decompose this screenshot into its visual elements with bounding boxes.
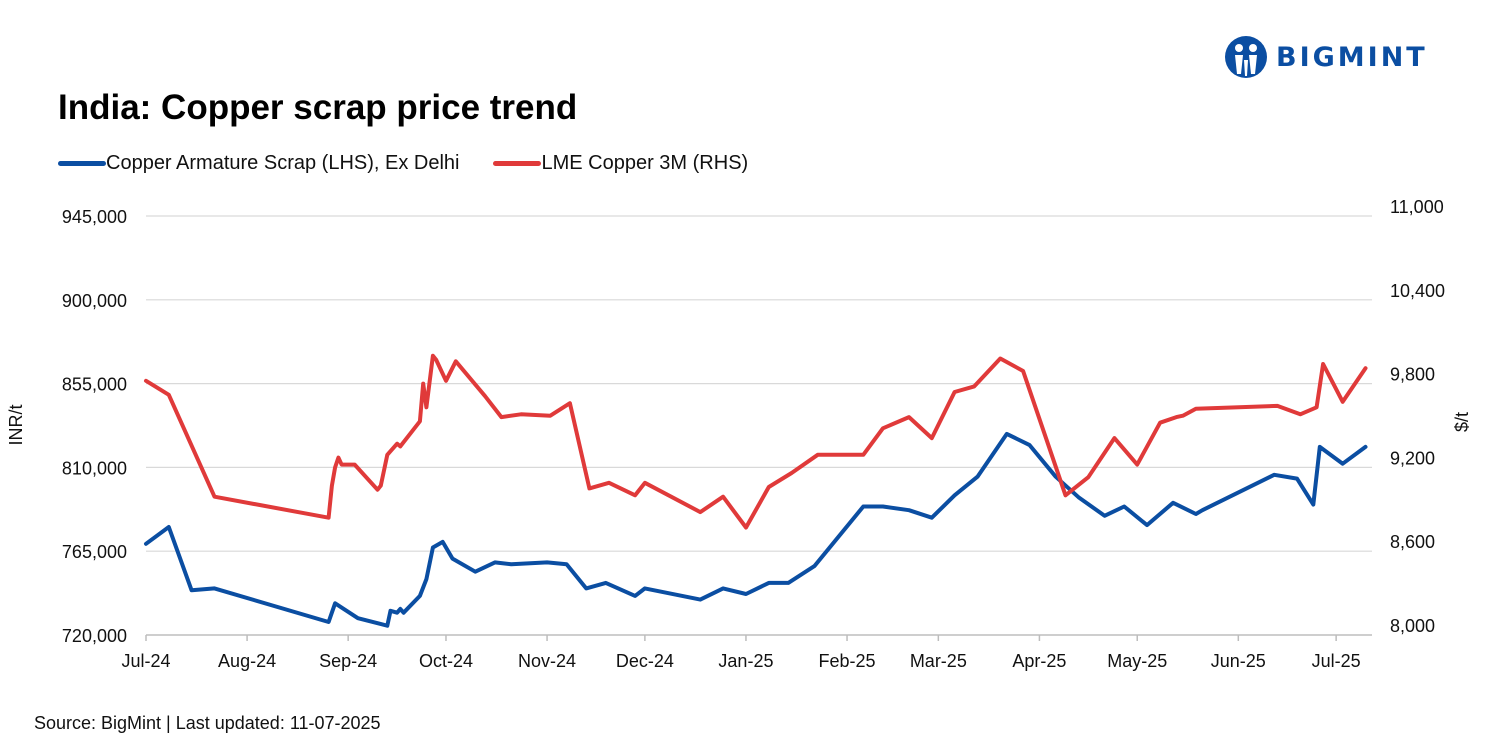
legend-item-scrap: Copper Armature Scrap (LHS), Ex Delhi: [58, 152, 459, 175]
x-tick-label: Jan-25: [718, 651, 773, 671]
y-tick-right: 9,800: [1390, 365, 1435, 385]
y-tick-left: 900,000: [62, 291, 127, 311]
x-tick-label: May-25: [1107, 651, 1167, 671]
x-tick-label: Nov-24: [518, 651, 576, 671]
legend-label-scrap: Copper Armature Scrap (LHS), Ex Delhi: [106, 152, 460, 174]
legend-swatch-lme: [493, 161, 542, 166]
axes: [145, 634, 1372, 641]
x-tick-label: Jul-25: [1312, 651, 1361, 671]
x-tick-label: Sep-24: [319, 651, 377, 671]
y-tick-left: 720,000: [62, 626, 127, 646]
brand-name: BIGMINT: [1276, 41, 1428, 73]
y-tick-right: 8,000: [1390, 616, 1435, 636]
legend: Copper Armature Scrap (LHS), Ex Delhi LM…: [58, 152, 782, 175]
x-tick-label: Aug-24: [218, 651, 276, 671]
x-tick-label: Dec-24: [616, 651, 674, 671]
source-note: Source: BigMint | Last updated: 11-07-20…: [34, 713, 381, 733]
gridlines: [146, 215, 1372, 552]
legend-item-lme: LME Copper 3M (RHS): [493, 152, 748, 175]
x-tick-label: Jul-24: [121, 651, 170, 671]
y-tick-left: 945,000: [62, 207, 127, 227]
x-tick-label: Apr-25: [1012, 651, 1066, 671]
series-line-lme-copper: [144, 353, 1368, 530]
y-tick-left: 765,000: [62, 542, 127, 562]
tick-labels: 720,000 765,000 810,000 855,000 900,000 945,0…: [62, 197, 1445, 671]
y-tick-right: 10,400: [1390, 281, 1445, 301]
y-tick-right: 8,600: [1390, 532, 1435, 552]
legend-swatch-scrap: [58, 161, 106, 166]
y-axis-label-right: $/t: [1452, 412, 1472, 432]
y-tick-right: 11,000: [1390, 197, 1444, 217]
series-lines: [144, 353, 1368, 628]
legend-label-lme: LME Copper 3M (RHS): [541, 152, 749, 174]
brand-logo: BIGMINT: [1224, 34, 1428, 80]
y-axis-label-left: INR/t: [6, 404, 26, 445]
y-tick-left: 810,000: [62, 458, 127, 478]
series-line-copper-armature-scrap: [144, 431, 1368, 628]
y-tick-right: 9,200: [1390, 448, 1435, 468]
chart-title: India: Copper scrap price trend: [58, 88, 578, 127]
x-tick-label: Feb-25: [819, 651, 876, 671]
y-tick-left: 855,000: [62, 375, 127, 395]
x-tick-label: Mar-25: [910, 651, 967, 671]
bigmint-logo-icon: [1225, 36, 1267, 78]
x-tick-label: Jun-25: [1211, 651, 1266, 671]
x-tick-label: Oct-24: [419, 651, 473, 671]
